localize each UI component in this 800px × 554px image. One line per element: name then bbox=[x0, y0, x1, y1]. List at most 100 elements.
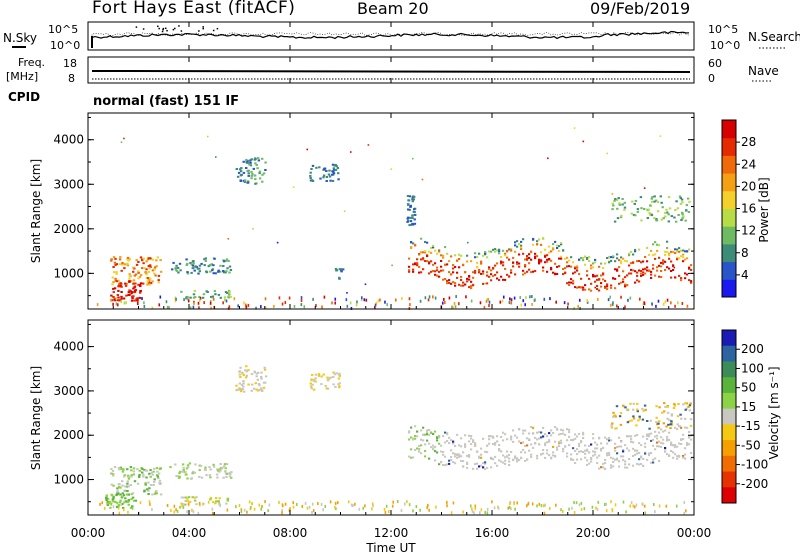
power-echo bbox=[133, 286, 136, 289]
power-echo bbox=[446, 252, 449, 255]
velocity-echo bbox=[632, 415, 635, 418]
power-noise bbox=[125, 301, 127, 305]
velocity-echo bbox=[656, 423, 659, 426]
velocity-echo bbox=[116, 490, 119, 493]
power-echo bbox=[246, 161, 249, 164]
power-echo bbox=[562, 273, 565, 276]
velocity-echo bbox=[426, 431, 429, 434]
power-echo bbox=[544, 254, 547, 257]
power-echo bbox=[664, 269, 667, 271]
power-echo bbox=[496, 262, 499, 265]
power-noise bbox=[670, 301, 672, 305]
power-echo bbox=[631, 200, 634, 203]
velocity-noise bbox=[426, 506, 429, 510]
power-echo bbox=[227, 295, 231, 298]
velocity-echo bbox=[643, 404, 647, 407]
power-echo bbox=[407, 199, 411, 202]
velocity-echo bbox=[337, 373, 341, 376]
velocity-echo bbox=[538, 431, 541, 434]
power-noise bbox=[659, 135, 662, 137]
velocity-echo bbox=[646, 434, 649, 437]
velocity-echo bbox=[546, 441, 549, 444]
power-noise bbox=[116, 303, 119, 307]
velocity-echo bbox=[432, 448, 435, 451]
velocity-echo bbox=[534, 442, 537, 444]
velocity-echo bbox=[225, 502, 228, 505]
velocity-echo bbox=[618, 465, 621, 468]
velocity-echo bbox=[157, 472, 161, 475]
power-echo bbox=[650, 197, 653, 200]
power-echo bbox=[318, 166, 321, 169]
velocity-echo bbox=[594, 447, 597, 450]
power-echo bbox=[151, 280, 154, 283]
velocity-echo bbox=[576, 435, 579, 438]
velocity-echo bbox=[245, 365, 248, 368]
velocity-noise bbox=[334, 501, 337, 505]
power-echo bbox=[608, 256, 611, 259]
velocity-echo bbox=[610, 464, 613, 467]
power-echo bbox=[474, 271, 477, 274]
velocity-echo bbox=[502, 431, 505, 434]
velocity-echo bbox=[263, 368, 267, 371]
velocity-echo bbox=[130, 474, 133, 477]
velocity-noise bbox=[404, 502, 406, 506]
velocity-echo bbox=[629, 402, 632, 405]
velocity-echo bbox=[596, 443, 599, 446]
colorbar-swatch bbox=[722, 208, 736, 227]
power-noise bbox=[278, 296, 281, 300]
velocity-echo bbox=[612, 457, 615, 460]
power-noise bbox=[390, 168, 393, 170]
power-echo bbox=[558, 249, 561, 252]
power-echo bbox=[438, 275, 441, 278]
velocity-echo bbox=[138, 475, 141, 478]
power-echo bbox=[462, 264, 465, 267]
velocity-echo bbox=[666, 438, 669, 441]
power-echo bbox=[592, 266, 595, 269]
power-echo bbox=[633, 202, 636, 205]
power-echo bbox=[128, 277, 131, 280]
velocity-echo bbox=[314, 373, 318, 376]
power-echo bbox=[510, 249, 513, 252]
power-noise bbox=[384, 300, 386, 304]
velocity-echo bbox=[127, 485, 130, 488]
velocity-echo bbox=[191, 496, 194, 499]
velocity-noise bbox=[246, 510, 248, 514]
power-echo bbox=[670, 215, 673, 218]
power-echo bbox=[682, 256, 685, 259]
velocity-echo bbox=[147, 489, 150, 492]
power-noise bbox=[643, 187, 646, 189]
velocity-echo bbox=[462, 451, 465, 454]
velocity-noise bbox=[186, 510, 188, 514]
power-echo bbox=[118, 258, 122, 261]
power-noise bbox=[549, 297, 551, 301]
power-echo bbox=[657, 210, 660, 213]
power-echo bbox=[522, 269, 525, 272]
velocity-noise bbox=[109, 501, 112, 505]
power-echo bbox=[650, 277, 653, 279]
power-echo bbox=[550, 250, 553, 253]
power-echo bbox=[686, 250, 689, 253]
velocity-echo bbox=[546, 449, 549, 452]
velocity-echo bbox=[117, 467, 121, 470]
velocity-noise bbox=[643, 504, 646, 508]
power-echo bbox=[264, 161, 267, 164]
velocity-noise bbox=[604, 503, 606, 507]
power-echo bbox=[620, 281, 623, 284]
ytick-label: 4000 bbox=[53, 133, 84, 147]
velocity-echo bbox=[242, 380, 245, 383]
power-noise bbox=[606, 152, 609, 155]
velocity-echo bbox=[253, 370, 256, 373]
velocity-echo bbox=[317, 374, 321, 377]
velocity-echo bbox=[592, 450, 595, 453]
velocity-noise bbox=[583, 507, 586, 511]
power-echo bbox=[119, 263, 122, 266]
velocity-echo bbox=[578, 432, 581, 435]
power-echo bbox=[228, 271, 231, 274]
velocity-echo bbox=[247, 383, 250, 386]
power-echo bbox=[426, 255, 429, 258]
power-echo bbox=[676, 258, 679, 261]
freq-unit-label: [MHz] bbox=[6, 70, 38, 83]
velocity-echo bbox=[110, 468, 113, 470]
velocity-noise bbox=[614, 503, 617, 507]
velocity-echo bbox=[640, 456, 643, 459]
